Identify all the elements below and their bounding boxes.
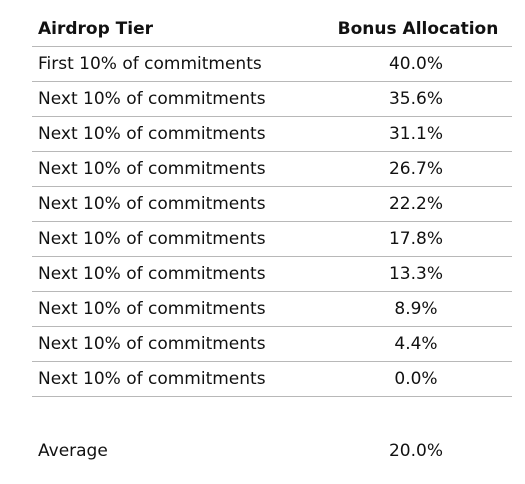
table-row: Next 10% of commitments 17.8% <box>32 222 512 257</box>
tier-cell: Next 10% of commitments <box>38 334 266 354</box>
average-value: 20.0% <box>388 441 443 461</box>
airdrop-tier-table: Airdrop Tier Bonus Allocation First 10% … <box>32 12 512 468</box>
tier-cell: Next 10% of commitments <box>38 229 266 249</box>
allocation-cell: 35.6% <box>388 89 443 109</box>
average-row: Average 20.0% <box>32 434 512 468</box>
table-row: Next 10% of commitments 26.7% <box>32 152 512 187</box>
allocation-cell: 0.0% <box>394 369 438 389</box>
allocation-cell: 4.4% <box>394 334 438 354</box>
allocation-cell: 22.2% <box>388 194 443 214</box>
allocation-cell: 8.9% <box>394 299 438 319</box>
table-row: Next 10% of commitments 31.1% <box>32 117 512 152</box>
tier-cell: First 10% of commitments <box>38 54 262 74</box>
tier-cell: Next 10% of commitments <box>38 299 266 319</box>
tier-cell: Next 10% of commitments <box>38 194 266 214</box>
header-bonus-allocation: Bonus Allocation <box>337 19 499 39</box>
table-row: Next 10% of commitments 13.3% <box>32 257 512 292</box>
table-row: First 10% of commitments 40.0% <box>32 47 512 82</box>
tier-cell: Next 10% of commitments <box>38 159 266 179</box>
table-row: Next 10% of commitments 8.9% <box>32 292 512 327</box>
average-label: Average <box>38 441 108 461</box>
table-spacer <box>32 397 512 434</box>
table-row: Next 10% of commitments 22.2% <box>32 187 512 222</box>
tier-cell: Next 10% of commitments <box>38 369 266 389</box>
allocation-cell: 17.8% <box>388 229 443 249</box>
table-row: Next 10% of commitments 35.6% <box>32 82 512 117</box>
allocation-cell: 31.1% <box>388 124 443 144</box>
tier-cell: Next 10% of commitments <box>38 124 266 144</box>
allocation-cell: 13.3% <box>388 264 443 284</box>
header-airdrop-tier: Airdrop Tier <box>38 19 154 39</box>
table-header: Airdrop Tier Bonus Allocation <box>32 12 512 47</box>
tier-cell: Next 10% of commitments <box>38 89 266 109</box>
table-row: Next 10% of commitments 0.0% <box>32 362 512 397</box>
allocation-cell: 40.0% <box>388 54 443 74</box>
allocation-cell: 26.7% <box>388 159 443 179</box>
tier-cell: Next 10% of commitments <box>38 264 266 284</box>
table-row: Next 10% of commitments 4.4% <box>32 327 512 362</box>
